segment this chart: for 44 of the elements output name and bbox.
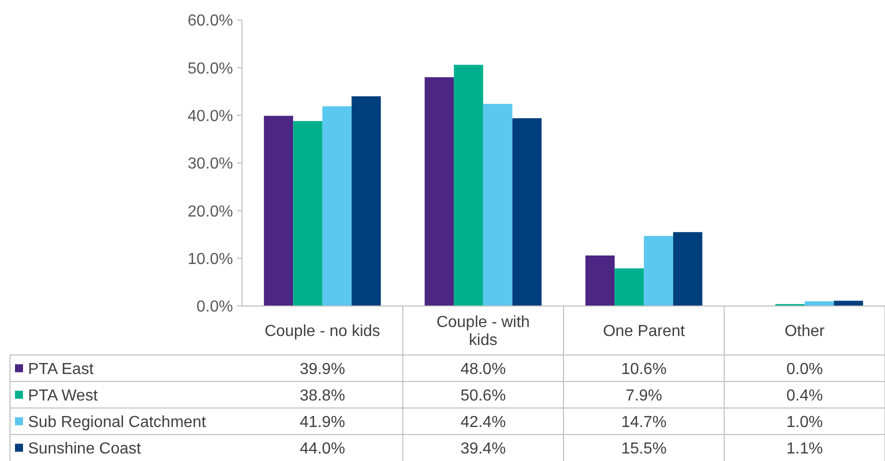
bar [644,236,674,306]
data-label: 14.7% [621,414,667,431]
y-tick-label: 20.0% [188,203,233,220]
bar [322,106,352,306]
data-label: 39.4% [460,440,506,458]
bar [483,104,512,306]
bar [424,77,454,306]
data-label: 50.6% [460,387,506,404]
x-tick-label: Couple - with kids [436,314,530,350]
bar [352,96,381,306]
legend-label: Sub Regional Catchment [28,414,206,431]
data-label: 0.4% [786,387,823,404]
legend-label: PTA West [28,387,98,404]
data-label: 39.9% [300,360,346,378]
y-tick-label: 30.0% [188,156,233,173]
bar [264,116,294,306]
x-tick-label: One Parent [602,323,686,340]
y-tick-label: 60.0% [188,12,233,30]
legend-label: Sunshine Coast [28,440,142,458]
data-label: 38.8% [300,387,346,404]
y-tick-label: 50.0% [188,60,233,78]
y-tick-label: 40.0% [188,108,233,125]
bar [293,121,322,306]
y-tick-label: 0.0% [196,298,233,316]
x-tick-label: Couple - no kids [264,323,380,340]
bar [585,255,615,306]
bar [614,268,644,306]
data-label: 7.9% [626,387,662,404]
bar [673,232,702,306]
data-label: 1.0% [786,414,823,431]
data-label: 1.1% [786,440,823,458]
data-label: 15.5% [621,440,667,458]
y-tick-label: 10.0% [188,250,233,268]
data-label: 10.6% [621,360,667,378]
data-label: 44.0% [300,440,346,458]
bar [804,301,834,306]
bar [512,118,542,306]
data-label: 42.4% [460,414,506,431]
data-label: 48.0% [460,360,506,378]
data-label: 41.9% [300,414,346,431]
x-tick-label: Other [784,323,826,340]
legend-label: PTA East [28,360,94,378]
bar [454,64,484,306]
data-label: 0.0% [786,360,823,378]
